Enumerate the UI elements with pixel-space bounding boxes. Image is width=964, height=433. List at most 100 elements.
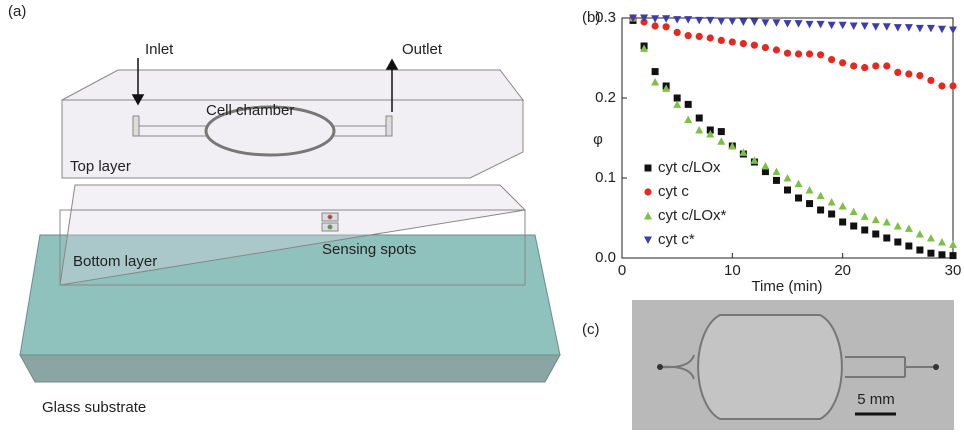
marker <box>872 23 880 31</box>
marker <box>762 44 769 51</box>
marker <box>883 23 891 31</box>
marker <box>872 216 880 224</box>
marker <box>916 72 923 79</box>
marker <box>706 17 714 25</box>
marker <box>839 59 846 66</box>
label: Outlet <box>402 41 443 58</box>
marker <box>696 115 703 122</box>
legend-marker <box>645 165 652 172</box>
marker <box>861 64 868 71</box>
marker <box>729 38 736 45</box>
marker <box>817 192 825 200</box>
legend-marker <box>644 237 652 245</box>
marker <box>652 22 659 29</box>
marker <box>652 68 659 75</box>
marker <box>651 15 659 22</box>
marker <box>894 239 901 246</box>
figure: (a) Inlet Outlet Cell chamber Top layer … <box>0 0 964 433</box>
marker <box>784 187 791 194</box>
marker <box>784 20 792 28</box>
marker <box>938 251 945 258</box>
marker <box>916 25 924 33</box>
marker <box>761 19 769 27</box>
marker <box>740 40 747 47</box>
marker <box>839 202 847 210</box>
marker <box>728 18 736 26</box>
x-tick-label: 30 <box>945 262 962 279</box>
marker <box>795 195 802 202</box>
marker <box>861 212 869 220</box>
label: Glass substrate <box>42 399 146 416</box>
marker <box>894 24 902 32</box>
marker <box>751 42 758 49</box>
marker <box>718 37 725 44</box>
x-tick-label: 20 <box>834 262 851 279</box>
marker <box>817 21 825 29</box>
legend-label: cyt c/LOx <box>658 159 721 176</box>
top-layer <box>62 70 523 178</box>
marker <box>684 16 692 24</box>
panel-label: (c) <box>582 321 600 338</box>
marker <box>861 23 869 31</box>
marker <box>861 227 868 234</box>
marker <box>927 250 934 257</box>
marker <box>685 101 692 108</box>
label: Sensing spots <box>322 241 416 258</box>
marker <box>795 180 803 188</box>
marker <box>773 46 780 53</box>
legend-label: cyt c* <box>658 231 695 248</box>
marker <box>938 238 946 246</box>
marker <box>883 62 890 69</box>
marker <box>938 26 946 34</box>
marker <box>828 198 836 206</box>
marker <box>684 116 692 124</box>
marker <box>850 223 857 230</box>
marker <box>673 16 681 24</box>
marker <box>916 247 923 254</box>
legend-label: cyt c/LOx* <box>658 207 727 224</box>
marker <box>894 222 902 230</box>
legend-label: cyt c <box>658 183 689 200</box>
marker <box>850 62 857 69</box>
label: Cell chamber <box>206 102 294 119</box>
marker <box>894 69 901 76</box>
marker <box>696 33 703 40</box>
marker <box>806 50 813 57</box>
marker <box>784 174 792 182</box>
x-tick-label: 10 <box>724 262 741 279</box>
marker <box>739 19 747 27</box>
marker <box>717 18 725 26</box>
marker <box>773 177 780 184</box>
marker <box>651 78 659 86</box>
label: Top layer <box>70 158 131 175</box>
marker <box>839 219 846 226</box>
marker <box>718 128 725 135</box>
marker <box>872 231 879 238</box>
y-tick-label: 0.0 <box>595 249 616 266</box>
marker <box>850 23 858 31</box>
marker <box>927 77 934 84</box>
marker <box>916 230 924 238</box>
marker <box>673 100 681 108</box>
marker <box>949 240 957 248</box>
y-axis-label: φ <box>593 131 603 148</box>
x-axis-label: Time (min) <box>751 278 822 295</box>
y-tick-label: 0.3 <box>595 9 616 26</box>
marker <box>717 137 725 145</box>
label: Inlet <box>145 41 174 58</box>
marker <box>905 24 913 32</box>
marker <box>883 235 890 242</box>
marker <box>806 186 814 194</box>
marker <box>828 22 836 30</box>
marker <box>872 62 879 69</box>
marker <box>817 207 824 214</box>
marker <box>772 19 780 27</box>
marker <box>707 34 714 41</box>
y-tick-label: 0.1 <box>595 169 616 186</box>
marker <box>674 29 681 36</box>
marker <box>795 50 802 57</box>
legend-marker <box>644 188 651 195</box>
marker <box>772 168 780 176</box>
marker <box>806 21 814 29</box>
marker <box>695 126 703 134</box>
